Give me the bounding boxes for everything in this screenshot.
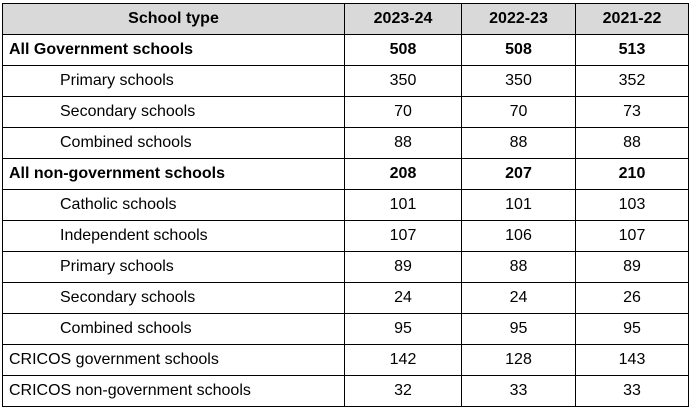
table-row: Primary schools 350 350 352 xyxy=(2,65,689,97)
cell-value: 89 xyxy=(344,251,462,283)
row-label: Catholic schools xyxy=(2,189,345,221)
cell-value: 88 xyxy=(344,127,462,159)
cell-value: 352 xyxy=(575,65,689,97)
cell-value: 24 xyxy=(344,282,462,314)
header-year: 2022-23 xyxy=(461,3,576,35)
cell-value: 106 xyxy=(461,220,576,252)
row-label: Primary schools xyxy=(2,65,345,97)
cell-value: 33 xyxy=(575,375,689,407)
table-row: Secondary schools 70 70 73 xyxy=(2,96,689,128)
cell-value: 32 xyxy=(344,375,462,407)
header-row: School type 2023-24 2022-23 2021-22 xyxy=(2,3,689,35)
header-school-type: School type xyxy=(2,3,345,35)
cell-value: 508 xyxy=(461,34,576,66)
cell-value: 95 xyxy=(575,313,689,345)
table-row: Primary schools 89 88 89 xyxy=(2,251,689,283)
cell-value: 513 xyxy=(575,34,689,66)
row-label: Primary schools xyxy=(2,251,345,283)
cell-value: 128 xyxy=(461,344,576,376)
cell-value: 350 xyxy=(344,65,462,97)
cell-value: 107 xyxy=(575,220,689,252)
table-row: Secondary schools 24 24 26 xyxy=(2,282,689,314)
cell-value: 26 xyxy=(575,282,689,314)
row-label: Combined schools xyxy=(2,127,345,159)
table-row: All Government schools 508 508 513 xyxy=(2,34,689,66)
table-row: Independent schools 107 106 107 xyxy=(2,220,689,252)
row-label: CRICOS government schools xyxy=(2,344,345,376)
cell-value: 508 xyxy=(344,34,462,66)
cell-value: 143 xyxy=(575,344,689,376)
table-row: CRICOS non-government schools 32 33 33 xyxy=(2,375,689,407)
school-type-table: School type 2023-24 2022-23 2021-22 All … xyxy=(2,3,689,407)
table-row: CRICOS government schools 142 128 143 xyxy=(2,344,689,376)
cell-value: 210 xyxy=(575,158,689,190)
cell-value: 208 xyxy=(344,158,462,190)
cell-value: 70 xyxy=(344,96,462,128)
row-label: All non-government schools xyxy=(2,158,345,190)
cell-value: 101 xyxy=(461,189,576,221)
cell-value: 107 xyxy=(344,220,462,252)
row-label: All Government schools xyxy=(2,34,345,66)
cell-value: 95 xyxy=(344,313,462,345)
row-label: Secondary schools xyxy=(2,282,345,314)
row-label: Secondary schools xyxy=(2,96,345,128)
cell-value: 73 xyxy=(575,96,689,128)
row-label: Combined schools xyxy=(2,313,345,345)
row-label: Independent schools xyxy=(2,220,345,252)
cell-value: 207 xyxy=(461,158,576,190)
cell-value: 103 xyxy=(575,189,689,221)
cell-value: 33 xyxy=(461,375,576,407)
cell-value: 95 xyxy=(461,313,576,345)
cell-value: 89 xyxy=(575,251,689,283)
cell-value: 350 xyxy=(461,65,576,97)
cell-value: 88 xyxy=(461,127,576,159)
cell-value: 88 xyxy=(461,251,576,283)
header-year: 2021-22 xyxy=(575,3,689,35)
table-row: All non-government schools 208 207 210 xyxy=(2,158,689,190)
table-row: Catholic schools 101 101 103 xyxy=(2,189,689,221)
cell-value: 70 xyxy=(461,96,576,128)
cell-value: 101 xyxy=(344,189,462,221)
table-row: Combined schools 95 95 95 xyxy=(2,313,689,345)
header-year: 2023-24 xyxy=(344,3,462,35)
table-row: Combined schools 88 88 88 xyxy=(2,127,689,159)
cell-value: 24 xyxy=(461,282,576,314)
cell-value: 88 xyxy=(575,127,689,159)
row-label: CRICOS non-government schools xyxy=(2,375,345,407)
cell-value: 142 xyxy=(344,344,462,376)
